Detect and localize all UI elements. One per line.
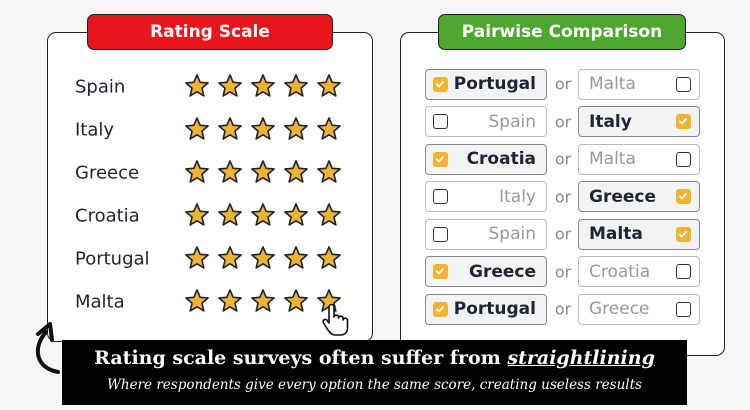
option-left: Spain [425,106,547,137]
option-label: Spain [488,224,537,244]
option-label: Italy [499,186,536,207]
checkbox [676,114,691,129]
item-name: Greece [75,162,140,184]
star [316,116,342,142]
pairwise-title: Pairwise Comparison [438,14,686,50]
checkbox [676,226,691,242]
star [283,288,309,314]
separator: or [554,299,572,319]
option-left: Croatia [425,143,547,175]
star [283,159,309,185]
separator: or [554,149,572,169]
caption-title-text: Rating scale surveys often suffer from [94,347,508,369]
option-label: Italy [589,111,632,132]
star [250,73,276,99]
caption-emphasis: straightlining [507,347,655,369]
star [283,202,309,228]
option-label: Spain [488,111,537,132]
arrow [36,322,60,374]
star [250,116,276,142]
separator: or [554,112,572,131]
option-label: Portugal [453,299,536,319]
item-name: Italy [75,119,115,141]
star [316,159,342,185]
star [316,73,342,99]
star [184,116,210,142]
rating-title: Rating Scale [87,14,333,50]
star [250,245,276,271]
star [184,245,210,271]
option-label: Greece [589,186,657,207]
separator: or [554,187,572,206]
checkbox [676,264,691,279]
star [250,202,276,228]
option-right: Malta [578,143,700,175]
star [217,245,243,271]
star [217,159,243,185]
checkbox [433,226,448,242]
checkbox [433,151,448,167]
checkbox [676,76,691,92]
checkbox [676,151,691,167]
star [184,159,210,185]
item-name: Malta [75,291,125,313]
checkbox [676,189,691,204]
star [283,116,309,142]
star [316,245,342,271]
star [184,288,210,314]
star [184,73,210,99]
caption-subtitle: Where respondents give every option the … [107,377,642,393]
option-label: Greece [589,299,650,319]
star [217,116,243,142]
option-label: Portugal [453,74,536,94]
option-label: Malta [589,74,636,94]
option-right: Malta [578,218,700,250]
item-name: Spain [75,76,126,98]
star [217,202,243,228]
checkbox [433,264,448,279]
option-right: Italy [578,106,700,137]
star [217,73,243,99]
option-left: Greece [425,256,547,287]
star [217,288,243,314]
option-right: Malta [578,68,700,100]
option-right: Croatia [578,256,700,287]
caption: Rating scale surveys often suffer from s… [62,340,687,405]
option-left: Italy [425,181,547,212]
option-label: Malta [589,224,643,244]
star [184,202,210,228]
option-left: Portugal [425,68,547,100]
item-name: Portugal [75,248,150,270]
checkbox [433,189,448,204]
option-right: Greece [578,181,700,212]
checkbox [433,301,448,317]
option-right: Greece [578,293,700,325]
caption-title: Rating scale surveys often suffer from s… [62,347,687,369]
option-label: Greece [468,261,536,282]
option-left: Portugal [425,293,547,325]
option-label: Malta [589,149,636,169]
star [250,159,276,185]
option-label: Croatia [466,149,536,169]
checkbox [433,76,448,92]
separator: or [554,224,572,244]
option-label: Croatia [589,261,651,282]
star [283,245,309,271]
option-left: Spain [425,218,547,250]
separator: or [554,74,572,94]
cursor [321,303,351,341]
star [250,288,276,314]
item-name: Croatia [75,205,140,227]
checkbox [433,114,448,129]
star [316,202,342,228]
checkbox [676,301,691,317]
star [283,73,309,99]
separator: or [554,262,572,281]
